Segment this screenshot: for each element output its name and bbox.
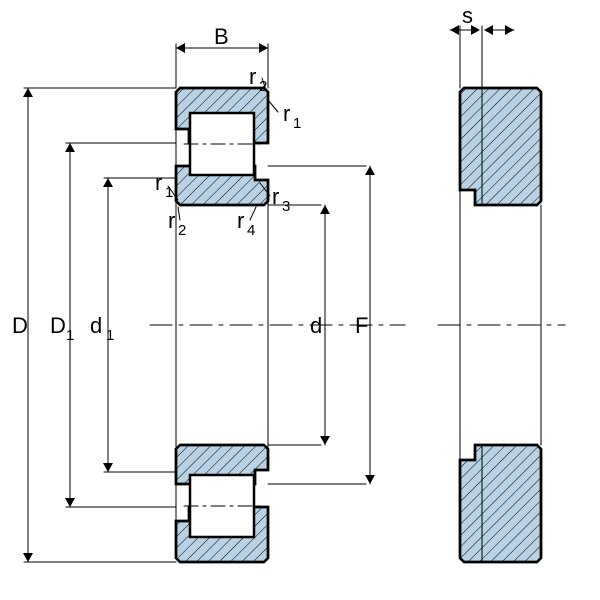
svg-text:2: 2 bbox=[178, 222, 186, 239]
svg-text:r: r bbox=[237, 208, 244, 233]
label-D: D bbox=[12, 313, 28, 338]
label-B: B bbox=[214, 24, 229, 49]
svg-text:r: r bbox=[249, 64, 256, 89]
svg-text:D: D bbox=[50, 313, 66, 338]
svg-text:1: 1 bbox=[293, 115, 301, 132]
svg-text:r: r bbox=[168, 208, 175, 233]
svg-text:d: d bbox=[90, 313, 102, 338]
svg-text:4: 4 bbox=[247, 222, 255, 239]
label-d: d bbox=[310, 313, 322, 338]
svg-text:3: 3 bbox=[282, 198, 290, 215]
svg-text:1: 1 bbox=[106, 327, 114, 344]
svg-text:1: 1 bbox=[66, 327, 74, 344]
bearing-cross-section: BsDD1d1dFr2r1r1r3r2r4 bbox=[0, 0, 600, 600]
label-F: F bbox=[355, 313, 368, 338]
svg-text:r: r bbox=[155, 170, 162, 195]
svg-text:r: r bbox=[283, 101, 290, 126]
svg-text:r: r bbox=[272, 184, 279, 209]
label-s: s bbox=[462, 3, 473, 28]
